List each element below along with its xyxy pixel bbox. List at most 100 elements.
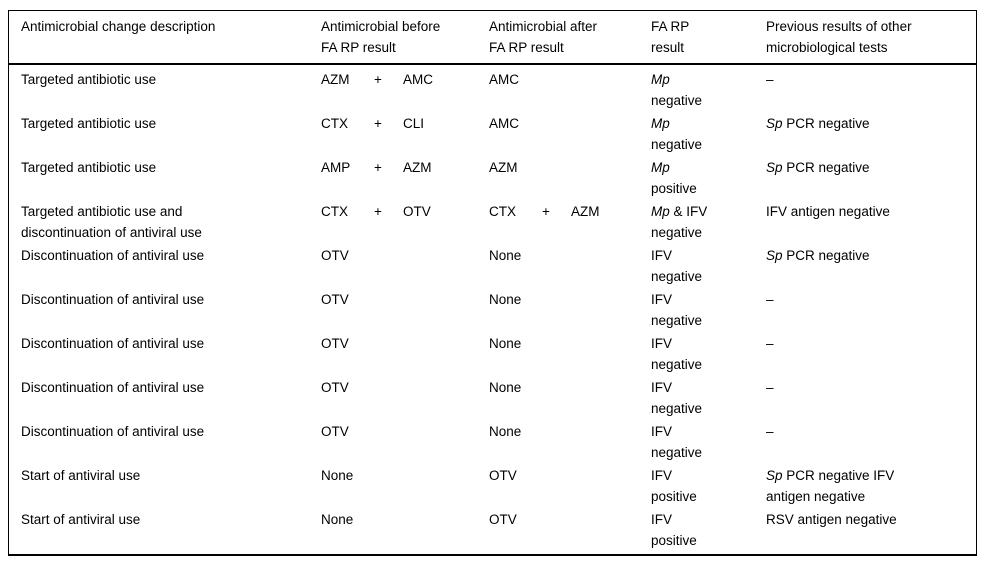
plus-sign: +	[374, 72, 382, 87]
antimicrobial-abbreviation: AZM	[489, 160, 518, 175]
antimicrobial-combination: OTV	[321, 333, 489, 354]
plain-text: positive	[651, 533, 697, 548]
antimicrobial-abbreviation: AMP	[321, 160, 351, 175]
antimicrobial-combination: AMC	[489, 113, 651, 134]
text-line: IFV antigen negative	[766, 201, 953, 222]
text-line: Targeted antibiotic use	[21, 69, 321, 90]
cell-antimicrobial-before: AMP + AZM	[321, 157, 489, 178]
antimicrobial-abbreviation: OTV	[321, 292, 349, 307]
cell-antimicrobial-before: CTX + CLI	[321, 113, 489, 134]
italic-abbreviation: Sp	[766, 248, 783, 263]
table-row: Discontinuation of antiviral use OTV None I…	[9, 373, 976, 417]
antimicrobial-abbreviation: None	[489, 380, 522, 395]
plain-text: IFV	[651, 292, 673, 307]
text-line: Sp PCR negative	[766, 157, 953, 178]
table-row: Start of antiviral use None OTV IFV positive…	[9, 505, 976, 549]
table-row: Targeted antibiotic use AMP + AZM AZM Mp posit…	[9, 153, 976, 197]
cell-fa-rp-result: Mp negative	[651, 69, 766, 111]
antimicrobial-abbreviation: OTV	[403, 204, 431, 219]
column-header-line: FA RP result	[321, 40, 396, 55]
plain-text: negative	[651, 445, 703, 460]
plain-text: discontinuation of antiviral use	[21, 225, 202, 240]
cell-fa-rp-result: IFV positive	[651, 509, 766, 551]
plain-text: negative	[651, 269, 703, 284]
cell-antimicrobial-after: AMC	[489, 113, 651, 134]
cell-antimicrobial-after: None	[489, 333, 651, 354]
plain-text: positive	[651, 489, 697, 504]
table-row: Targeted antibiotic use CTX + CLI AMC Mp negat…	[9, 109, 976, 153]
table-row: Discontinuation of antiviral use OTV None I…	[9, 285, 976, 329]
antimicrobial-combination: None	[489, 333, 651, 354]
text-line: IFV	[651, 245, 766, 266]
text-line: Discontinuation of antiviral use	[21, 289, 321, 310]
plain-text: –	[766, 72, 774, 87]
antimicrobial-combination: AZM + AMC	[321, 69, 489, 90]
cell-change-description: Start of antiviral use	[21, 465, 321, 486]
column-header-antimicrobial-after: Antimicrobial after FA RP result	[489, 16, 651, 58]
table-header-row: Antimicrobial change description Antimicr…	[9, 11, 976, 65]
text-line: –	[766, 289, 953, 310]
cell-change-description: Targeted antibiotic use	[21, 69, 321, 90]
text-line: Sp PCR negative IFV	[766, 465, 953, 486]
column-header-line: FA RP result	[489, 40, 564, 55]
plain-text: IFV	[651, 512, 673, 527]
antimicrobial-abbreviation: AZM	[403, 160, 432, 175]
text-line: –	[766, 377, 953, 398]
italic-abbreviation: Mp	[651, 72, 670, 87]
text-line: –	[766, 421, 953, 442]
plain-text: Targeted antibiotic use	[21, 116, 157, 131]
antimicrobial-combination: None	[489, 245, 651, 266]
cell-previous-results: –	[766, 69, 953, 90]
antimicrobial-combination: OTV	[321, 245, 489, 266]
plain-text: & IFV	[669, 204, 708, 219]
antimicrobial-combination: None	[489, 421, 651, 442]
cell-previous-results: –	[766, 421, 953, 442]
plain-text: IFV	[651, 424, 673, 439]
cell-change-description: Discontinuation of antiviral use	[21, 245, 321, 266]
plain-text: Discontinuation of antiviral use	[21, 380, 205, 395]
text-line: RSV antigen negative	[766, 509, 953, 530]
antimicrobial-combination: CTX + CLI	[321, 113, 489, 134]
cell-antimicrobial-after: AMC	[489, 69, 651, 90]
cell-antimicrobial-before: CTX + OTV	[321, 201, 489, 222]
cell-antimicrobial-after: OTV	[489, 509, 651, 530]
cell-antimicrobial-before: None	[321, 509, 489, 530]
plain-text: antigen negative	[766, 489, 866, 504]
column-header-line: Antimicrobial change description	[21, 19, 216, 34]
antimicrobial-abbreviation: OTV	[321, 248, 349, 263]
italic-abbreviation: Mp	[651, 204, 670, 219]
cell-fa-rp-result: IFV negative	[651, 377, 766, 419]
plain-text: Targeted antibiotic use	[21, 72, 157, 87]
antimicrobial-abbreviation: AMC	[403, 72, 433, 87]
italic-abbreviation: Mp	[651, 116, 670, 131]
antimicrobial-abbreviation: CTX	[489, 204, 516, 219]
antimicrobial-abbreviation: AZM	[571, 204, 600, 219]
text-line: negative	[651, 354, 766, 375]
table-row: Targeted antibiotic use AZM + AMC AMC Mp negat…	[9, 65, 976, 109]
column-header-line: result	[651, 40, 685, 55]
plain-text: IFV antigen negative	[766, 204, 890, 219]
cell-previous-results: Sp PCR negative	[766, 245, 953, 266]
column-header-line: FA RP	[651, 19, 690, 34]
cell-change-description: Targeted antibiotic use	[21, 157, 321, 178]
cell-antimicrobial-after: OTV	[489, 465, 651, 486]
plain-text: –	[766, 292, 774, 307]
cell-antimicrobial-after: CTX + AZM	[489, 201, 651, 222]
italic-abbreviation: Sp	[766, 116, 783, 131]
plus-sign: +	[374, 204, 382, 219]
cell-antimicrobial-before: OTV	[321, 421, 489, 442]
cell-antimicrobial-before: None	[321, 465, 489, 486]
antimicrobial-abbreviation: OTV	[321, 336, 349, 351]
cell-antimicrobial-before: AZM + AMC	[321, 69, 489, 90]
text-line: negative	[651, 134, 766, 155]
antimicrobial-abbreviation: AMC	[489, 72, 519, 87]
cell-previous-results: –	[766, 377, 953, 398]
antimicrobial-combination: OTV	[489, 465, 651, 486]
cell-antimicrobial-before: OTV	[321, 333, 489, 354]
text-line: Discontinuation of antiviral use	[21, 333, 321, 354]
column-header-previous-results: Previous results of other microbiological…	[766, 16, 953, 58]
cell-change-description: Discontinuation of antiviral use	[21, 377, 321, 398]
plain-text: IFV	[651, 380, 673, 395]
antimicrobial-combination: None	[489, 377, 651, 398]
antimicrobial-abbreviation: None	[321, 512, 354, 527]
